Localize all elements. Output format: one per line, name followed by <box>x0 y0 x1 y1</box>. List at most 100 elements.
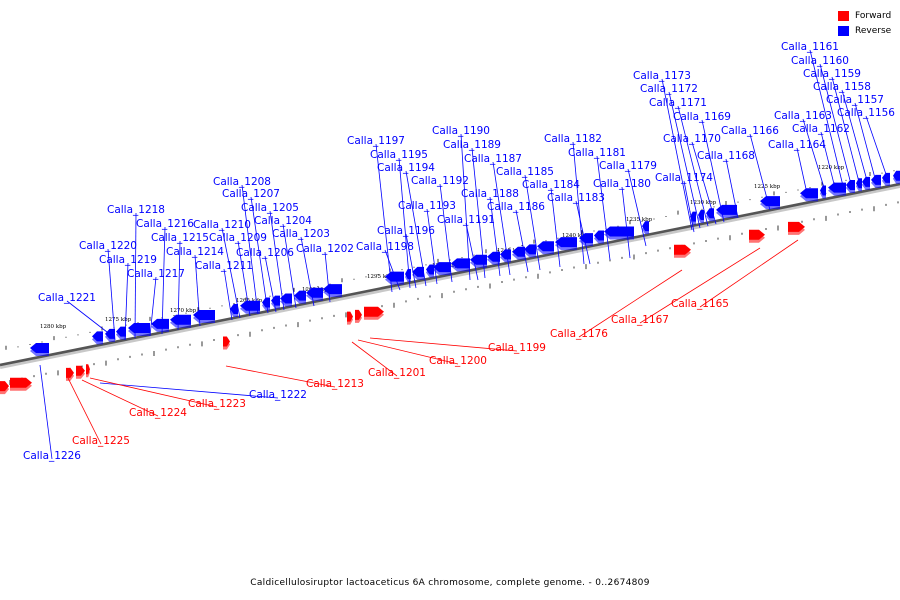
calla-1223-label[interactable]: Calla_1223 <box>188 398 246 410</box>
rev-gene-41-arrow[interactable] <box>846 179 855 190</box>
calla-1224-label[interactable]: Calla_1224 <box>129 407 187 419</box>
calla-1201-label[interactable]: Calla_1201 <box>368 367 426 379</box>
calla-1188-label[interactable]: Calla_1188 <box>461 188 519 200</box>
rev-gene-20-arrow[interactable] <box>433 262 451 273</box>
calla-1225-label[interactable]: Calla_1225 <box>72 435 130 447</box>
rev-gene-32-arrow[interactable] <box>642 221 649 232</box>
fwd-gene-11-arrow[interactable] <box>788 221 805 232</box>
calla-1159-label[interactable]: Calla_1159 <box>803 68 861 80</box>
rev-gene-5-arrow[interactable] <box>151 318 169 329</box>
rev-gene-8-arrow[interactable] <box>230 303 238 314</box>
calla-1208-label[interactable]: Calla_1208 <box>213 176 271 188</box>
rev-gene-34-arrow[interactable] <box>698 210 704 221</box>
rev-gene-44-arrow[interactable] <box>871 174 881 185</box>
calla-1187-label[interactable]: Calla_1187 <box>464 153 522 165</box>
calla-1226-label[interactable]: Calla_1226 <box>23 450 81 462</box>
calla-1197-label[interactable]: Calla_1197 <box>347 135 405 147</box>
rev-gene-40-arrow[interactable] <box>828 182 846 193</box>
calla-1210-label[interactable]: Calla_1210 <box>193 219 251 231</box>
calla-1206-label[interactable]: Calla_1206 <box>236 247 294 259</box>
calla-1195-label[interactable]: Calla_1195 <box>370 149 428 161</box>
rev-gene-7-arrow[interactable] <box>193 309 215 320</box>
rev-gene-29-arrow[interactable] <box>579 233 593 244</box>
rev-gene-9-arrow[interactable] <box>240 300 260 311</box>
fwd-gene-5-arrow[interactable] <box>223 336 230 347</box>
calla-1194-label[interactable]: Calla_1194 <box>377 162 435 174</box>
calla-1156-label[interactable]: Calla_1156 <box>837 107 895 119</box>
calla-1189-label[interactable]: Calla_1189 <box>443 139 501 151</box>
calla-1202-label[interactable]: Calla_1202 <box>296 243 354 255</box>
rev-gene-13-arrow[interactable] <box>294 290 306 301</box>
rev-gene-3-arrow[interactable] <box>116 326 126 337</box>
rev-gene-19-arrow[interactable] <box>426 264 434 275</box>
fwd-gene-2-arrow[interactable] <box>66 367 74 378</box>
rev-gene-33-arrow[interactable] <box>690 211 696 222</box>
calla-1180-label[interactable]: Calla_1180 <box>593 178 651 190</box>
calla-1216-label[interactable]: Calla_1216 <box>136 218 194 230</box>
rev-gene-39-arrow[interactable] <box>820 185 826 196</box>
calla-1199-label[interactable]: Calla_1199 <box>488 342 546 354</box>
calla-1168-label[interactable]: Calla_1168 <box>697 150 755 162</box>
calla-1170-label[interactable]: Calla_1170 <box>663 133 721 145</box>
calla-1184-label[interactable]: Calla_1184 <box>522 179 580 191</box>
calla-1213-label[interactable]: Calla_1213 <box>306 378 364 390</box>
fwd-gene-4-arrow[interactable] <box>86 364 90 375</box>
calla-1198-label[interactable]: Calla_1198 <box>356 241 414 253</box>
rev-gene-14-arrow[interactable] <box>306 287 323 298</box>
rev-gene-36-arrow[interactable] <box>716 204 737 215</box>
calla-1172-label[interactable]: Calla_1172 <box>640 83 698 95</box>
rev-gene-45-arrow[interactable] <box>882 172 890 183</box>
calla-1205-label[interactable]: Calla_1205 <box>241 202 299 214</box>
rev-gene-16-arrow[interactable] <box>385 271 404 282</box>
rev-gene-38-arrow[interactable] <box>800 188 818 199</box>
calla-1167-label[interactable]: Calla_1167 <box>611 314 669 326</box>
rev-gene-26-arrow[interactable] <box>524 244 536 255</box>
fwd-gene-10-arrow[interactable] <box>749 229 765 240</box>
calla-1215-label[interactable]: Calla_1215 <box>151 232 209 244</box>
calla-1161-label[interactable]: Calla_1161 <box>781 41 839 53</box>
calla-1222-label[interactable]: Calla_1222 <box>249 389 307 401</box>
calla-1173-label[interactable]: Calla_1173 <box>633 70 691 82</box>
calla-1207-label[interactable]: Calla_1207 <box>222 188 280 200</box>
calla-1181-label[interactable]: Calla_1181 <box>568 147 626 159</box>
rev-gene-31-arrow[interactable] <box>604 226 634 237</box>
calla-1203-label[interactable]: Calla_1203 <box>272 228 330 240</box>
rev-gene-35-arrow[interactable] <box>706 208 714 219</box>
calla-1158-label[interactable]: Calla_1158 <box>813 81 871 93</box>
calla-1163-label[interactable]: Calla_1163 <box>774 110 832 122</box>
fwd-gene-8-arrow[interactable] <box>364 306 384 317</box>
fwd-gene-9-arrow[interactable] <box>674 244 691 255</box>
rev-gene-37-arrow[interactable] <box>760 196 780 207</box>
calla-1193-label[interactable]: Calla_1193 <box>398 200 456 212</box>
calla-1157-label[interactable]: Calla_1157 <box>826 94 884 106</box>
calla-1186-label[interactable]: Calla_1186 <box>487 201 545 213</box>
fwd-gene-7-arrow[interactable] <box>355 309 362 320</box>
rev-gene-10-arrow[interactable] <box>262 297 270 308</box>
calla-1209-label[interactable]: Calla_1209 <box>209 232 267 244</box>
calla-1165-label[interactable]: Calla_1165 <box>671 298 729 310</box>
rev-gene-22-arrow[interactable] <box>470 254 487 265</box>
rev-gene-15-arrow[interactable] <box>323 284 342 295</box>
rev-gene-18-arrow[interactable] <box>412 266 424 277</box>
rev-gene-46-arrow[interactable] <box>893 170 900 181</box>
rev-gene-17-arrow[interactable] <box>405 268 411 279</box>
rev-gene-0-arrow[interactable] <box>30 343 49 354</box>
calla-1183-label[interactable]: Calla_1183 <box>547 192 605 204</box>
rev-gene-43-arrow[interactable] <box>862 176 870 187</box>
calla-1171-label[interactable]: Calla_1171 <box>649 97 707 109</box>
calla-1160-label[interactable]: Calla_1160 <box>791 55 849 67</box>
calla-1179-label[interactable]: Calla_1179 <box>599 160 657 172</box>
calla-1196-label[interactable]: Calla_1196 <box>377 225 435 237</box>
calla-1217-label[interactable]: Calla_1217 <box>127 268 185 280</box>
calla-1219-label[interactable]: Calla_1219 <box>99 254 157 266</box>
calla-1182-label[interactable]: Calla_1182 <box>544 133 602 145</box>
calla-1176-label[interactable]: Calla_1176 <box>550 328 608 340</box>
rev-gene-21-arrow[interactable] <box>451 258 470 269</box>
calla-1200-label[interactable]: Calla_1200 <box>429 355 487 367</box>
rev-gene-1-arrow[interactable] <box>92 331 103 342</box>
calla-1190-label[interactable]: Calla_1190 <box>432 125 490 137</box>
calla-1166-label[interactable]: Calla_1166 <box>721 125 779 137</box>
rev-gene-30-arrow[interactable] <box>594 230 604 241</box>
calla-1174-label[interactable]: Calla_1174 <box>655 172 713 184</box>
rev-gene-2-arrow[interactable] <box>105 328 115 339</box>
